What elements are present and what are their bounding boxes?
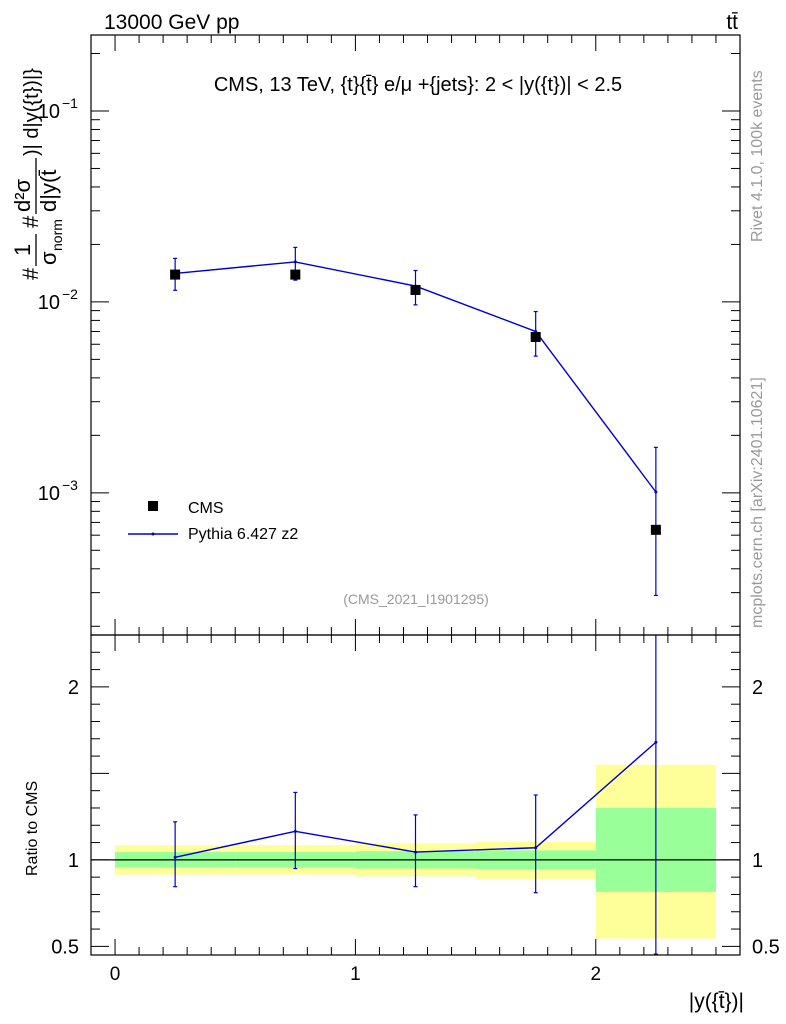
ylabel-numerator: d²σ <box>10 178 35 212</box>
process-label: tt̄ <box>726 11 738 34</box>
legend-marker-mc <box>151 532 155 536</box>
ylabel-denominator: d|y(t̄ <box>36 170 61 212</box>
ratio-panel-frame <box>90 634 741 956</box>
ylabel-sigma: σ <box>36 251 61 265</box>
y-tick-exponent: −1 <box>62 95 78 111</box>
ylabel-norm-sub: norm <box>49 219 65 251</box>
data-point <box>530 331 541 342</box>
ratio-mc-point <box>173 855 177 859</box>
rivet-label: Rivet 4.1.0, 100k events <box>749 70 766 242</box>
ratio-y-tick-label-left: 1 <box>68 850 79 872</box>
chart-title: CMS, 13 TeV, {t}{t̄} e/μ +{jets}: 2 < |y… <box>214 74 622 96</box>
ratio-mc-point <box>654 740 658 744</box>
legend-label-cms: CMS <box>188 500 224 517</box>
data-point <box>650 524 661 535</box>
x-tick-label: 0 <box>110 964 121 985</box>
ylabel-tail: )| d|y({t})|} <box>21 68 43 156</box>
main-panel-frame <box>90 34 741 636</box>
ylabel-hash-1: # <box>18 267 43 280</box>
ratio-y-tick-label-right: 1 <box>752 850 763 872</box>
ylabel-one: 1 <box>10 244 35 256</box>
mc-point <box>293 260 297 264</box>
y-tick-label: 10 <box>38 101 60 123</box>
mcplots-label: mcplots.cern.ch [arXiv:2401.10621] <box>749 377 766 628</box>
x-tick-label: 1 <box>350 964 361 985</box>
analysis-tag: (CMS_2021_I1901295) <box>343 591 489 607</box>
mc-point <box>654 490 658 494</box>
data-point <box>170 269 181 280</box>
y-tick-label: 10 <box>38 292 60 314</box>
ratio-y-tick-label-left: 2 <box>68 677 79 699</box>
x-axis-label: |y({t̄})| <box>689 990 744 1013</box>
ratio-y-label: Ratio to CMS <box>24 781 41 876</box>
data-point <box>410 284 421 295</box>
ratio-y-tick-label-right: 0.5 <box>752 936 780 958</box>
y-tick-label: 10 <box>38 483 60 505</box>
x-tick-label: 2 <box>590 964 601 985</box>
ratio-mc-point <box>414 850 417 854</box>
legend-marker-cms <box>148 501 158 511</box>
legend-label-mc: Pythia 6.427 z2 <box>188 526 298 543</box>
ratio-mc-point <box>293 829 297 833</box>
ratio-panel <box>91 635 740 955</box>
y-tick-exponent: −2 <box>62 286 78 302</box>
y-axis-label: # 1 σ norm # d²σ d|y(t̄ )| d|y({t})|} <box>10 68 65 280</box>
y-tick-exponent: −3 <box>62 477 78 493</box>
energy-label: 13000 GeV pp <box>104 11 239 34</box>
ylabel-hash-2: # <box>18 215 43 228</box>
ratio-y-tick-label-right: 2 <box>752 677 763 699</box>
ratio-mc-point <box>534 846 538 850</box>
ratio-y-tick-label-left: 0.5 <box>51 936 79 958</box>
main-panel <box>170 246 661 597</box>
data-point <box>290 269 301 280</box>
